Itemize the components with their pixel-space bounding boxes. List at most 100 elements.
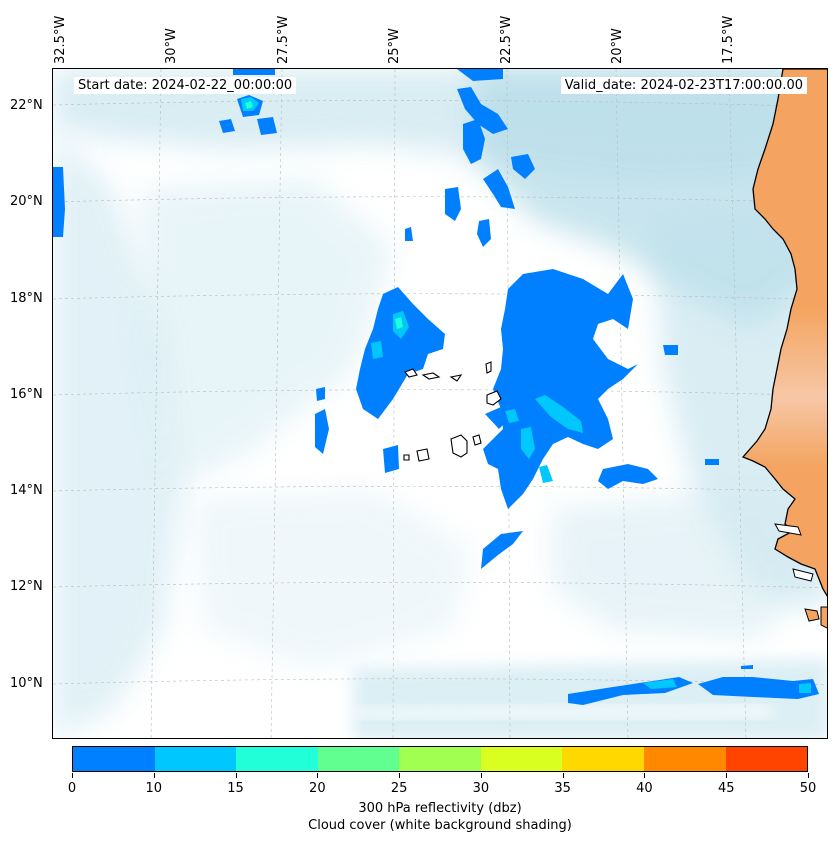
colorbar-tick	[644, 773, 646, 778]
cloud-band-center-south	[193, 489, 473, 669]
colorbar-segment	[562, 747, 644, 771]
island-bijagos	[820, 606, 827, 629]
lat-label: 10°N	[10, 676, 43, 691]
colorbar-tick	[153, 773, 155, 778]
grid-meridian	[270, 69, 283, 738]
reflectivity-blob	[445, 187, 461, 221]
colorbar-tick-label: 50	[799, 781, 817, 796]
colorbar-segment	[317, 747, 400, 771]
colorbar-segment	[236, 747, 318, 771]
colorbar-tick-label: 0	[67, 781, 77, 796]
colorbar-tick	[562, 773, 564, 778]
grid-parallel	[53, 678, 827, 686]
colorbar-tick-label: 35	[554, 781, 571, 796]
colorbar-segment	[725, 747, 808, 771]
reflectivity-blob	[483, 169, 515, 209]
lon-label: 20°W	[610, 28, 625, 64]
cloud-cover-shading	[53, 69, 827, 738]
reflectivity-blob	[457, 87, 508, 134]
reflectivity-blob	[356, 287, 445, 419]
colorbar-tick	[235, 773, 237, 778]
lat-label: 20°N	[10, 194, 43, 209]
colorbar-tick	[808, 773, 809, 778]
colorbar-segment	[154, 747, 237, 771]
reflectivity-blob	[405, 227, 413, 241]
lon-label: 17.5°W	[721, 15, 736, 64]
island-bijagos	[804, 608, 820, 622]
grid-meridian	[615, 69, 629, 738]
reflectivity-blob	[598, 464, 658, 489]
colorbar-tick-label: 25	[390, 781, 408, 796]
lat-label: 22°N	[10, 98, 43, 113]
reflectivity-blob	[457, 69, 503, 81]
reflectivity-blob	[245, 101, 253, 109]
island-sao-nicolau	[449, 374, 463, 382]
lon-label: 30°W	[164, 28, 179, 64]
reflectivity-blob	[521, 427, 535, 459]
reflectivity-blob	[799, 683, 811, 693]
colorbar-segment	[399, 747, 481, 771]
reflectivity-20-25	[245, 101, 403, 329]
island-santo-antao	[404, 368, 418, 378]
colorbar-tick-label: 20	[309, 781, 326, 796]
map-panel	[52, 68, 828, 739]
grid-meridian	[150, 69, 162, 738]
reflectivity-blob	[316, 387, 325, 401]
reflectivity-blob	[511, 154, 535, 179]
cloud-band-central	[143, 179, 393, 489]
reflectivity-blob	[315, 409, 329, 454]
lat-label: 14°N	[10, 483, 43, 498]
island-santiago	[450, 434, 468, 458]
island-brava	[403, 454, 410, 461]
colorbar-segment	[73, 747, 155, 771]
coastline-inlet	[792, 568, 814, 582]
reflectivity-blob	[698, 677, 819, 699]
island-boa-vista	[486, 390, 502, 406]
cloud-streak-south	[353, 705, 773, 719]
coastline-inlet	[774, 523, 802, 536]
grid-meridian	[506, 69, 511, 738]
reflectivity-blob	[257, 117, 277, 135]
island-sal	[485, 361, 492, 374]
cloud-band-east	[653, 209, 827, 609]
reflectivity-blob	[53, 167, 65, 237]
colorbar-segment	[643, 747, 726, 771]
valid-date-label: Valid_date: 2024-02-23T17:00:00.00	[560, 77, 807, 94]
colorbar-tick	[726, 773, 728, 778]
colorbar-tick	[480, 773, 482, 778]
lat-label: 16°N	[10, 387, 43, 402]
lon-label: 22.5°W	[499, 15, 514, 64]
colorbar-tick-label: 15	[227, 781, 244, 796]
reflectivity-blob	[477, 219, 491, 247]
lat-label: 12°N	[10, 579, 43, 594]
colorbar-title: 300 hPa reflectivity (dbz)	[358, 801, 522, 816]
colorbar-tick	[317, 773, 319, 778]
grid-parallel	[53, 485, 827, 493]
reflectivity-blob	[539, 465, 553, 483]
grid-parallel	[53, 196, 827, 204]
colorbar-tick-label: 45	[717, 781, 735, 796]
island-sao-vicente	[421, 372, 441, 380]
reflectivity-blob	[705, 459, 719, 465]
colorbar-segment	[480, 747, 563, 771]
reflectivity-blob	[463, 119, 485, 164]
lon-label: 32.5°W	[53, 15, 68, 64]
reflectivity-blob	[643, 679, 677, 689]
lat-label: 18°N	[10, 291, 43, 306]
reflectivity-blob	[219, 119, 235, 133]
cloud-band-west	[53, 129, 183, 738]
grid-meridian	[392, 69, 396, 738]
reflectivity-blob	[371, 341, 383, 359]
cloud-band-southeast	[553, 489, 813, 639]
reflectivity-blob	[535, 395, 583, 433]
reflectivity-blob	[395, 317, 403, 329]
island-fogo	[416, 448, 430, 462]
island-maio	[472, 434, 482, 446]
coastline-mainland	[741, 69, 827, 597]
reflectivity-blob	[741, 665, 753, 669]
reflectivity-blob	[485, 407, 509, 429]
colorbar-tick-label: 30	[472, 781, 490, 796]
colorbar-tick-label: 10	[145, 781, 163, 796]
map-canvas	[53, 69, 827, 738]
reflectivity-blob	[383, 445, 399, 473]
